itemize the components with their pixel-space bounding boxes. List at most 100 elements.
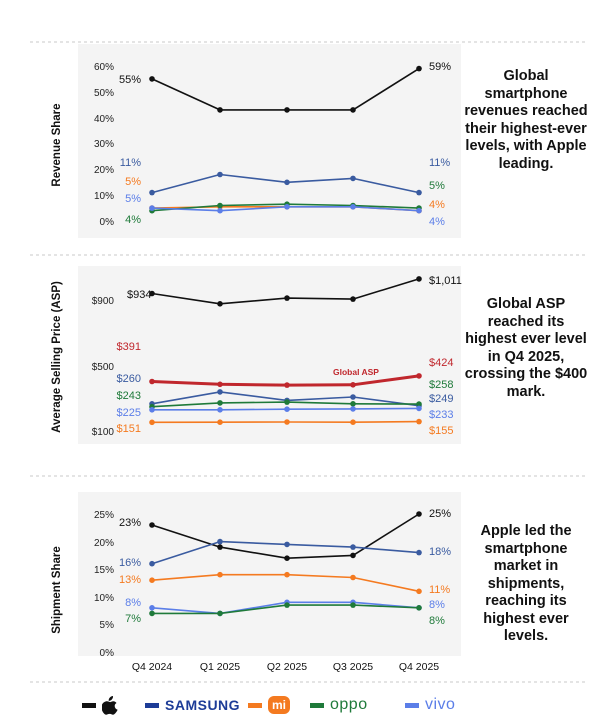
asp-data-point-vivo xyxy=(217,407,223,413)
shipment-data-point-oppo xyxy=(350,602,356,608)
shipment-data-point-apple xyxy=(350,552,356,559)
shipment-data-point-xiaomi xyxy=(217,571,223,578)
shipment-y-tick-label: 10% xyxy=(94,593,114,604)
asp-data-point-samsung xyxy=(350,394,356,400)
legend-swatch-oppo xyxy=(310,702,324,708)
revenue-end-label-xiaomi: 4% xyxy=(429,199,445,211)
asp-data-point-apple xyxy=(217,301,223,307)
asp-end-label-samsung: $249 xyxy=(429,393,453,405)
revenue-y-tick-label: 30% xyxy=(94,139,114,150)
revenue-y-tick-label: 60% xyxy=(94,62,114,73)
legend-swatch-xiaomi xyxy=(248,702,262,708)
shipment-data-point-apple xyxy=(149,522,155,528)
shipment-start-label-xiaomi: 13% xyxy=(119,574,141,586)
shipment-start-label-vivo: 8% xyxy=(125,597,141,609)
revenue-data-point-vivo xyxy=(350,204,356,210)
shipment-data-point-vivo xyxy=(149,605,155,611)
shipment-data-point-xiaomi xyxy=(416,588,422,595)
shipment-data-point-xiaomi xyxy=(149,577,155,583)
revenue-data-point-oppo xyxy=(217,202,223,209)
shipment-data-point-samsung xyxy=(217,538,223,545)
apple-logo-icon xyxy=(102,695,118,715)
shipment-caption: Apple led the smartphone market in shipm… xyxy=(480,523,572,644)
shipment-data-point-xiaomi xyxy=(350,574,356,581)
asp-data-point-global-asp xyxy=(217,381,223,388)
asp-data-point-vivo xyxy=(350,406,356,412)
asp-start-label-oppo: $243 xyxy=(117,390,141,402)
xiaomi-logo-icon: mi xyxy=(268,696,290,714)
asp-data-point-global-asp xyxy=(350,382,356,388)
revenue-start-label-samsung: 11% xyxy=(120,157,141,169)
asp-data-point-xiaomi xyxy=(217,419,223,426)
asp-data-point-global-asp xyxy=(284,382,290,388)
shipment-end-label-oppo: 8% xyxy=(429,615,445,627)
x-tick-label: Q4 2025 xyxy=(399,661,439,673)
shipment-end-label-apple: 25% xyxy=(429,508,451,520)
shipment-y-tick-label: 5% xyxy=(100,620,115,631)
revenue-data-point-samsung xyxy=(217,171,223,178)
global-asp-series-name: Global ASP xyxy=(333,367,379,377)
x-tick-label: Q1 2025 xyxy=(200,661,240,673)
revenue-data-point-vivo xyxy=(217,207,223,214)
panel-bg-asp xyxy=(78,266,461,444)
revenue-data-point-samsung xyxy=(416,189,422,196)
asp-data-point-global-asp xyxy=(416,373,422,379)
asp-data-point-apple xyxy=(416,276,422,282)
shipment-start-label-apple: 23% xyxy=(119,517,141,529)
revenue-y-axis-label: Revenue Share xyxy=(51,103,63,186)
asp-data-point-xiaomi xyxy=(416,418,422,425)
revenue-end-label-oppo: 5% xyxy=(429,180,445,192)
shipment-data-point-apple xyxy=(217,544,223,550)
asp-data-point-vivo xyxy=(284,406,290,413)
revenue-y-tick-label: 50% xyxy=(94,88,114,99)
asp-data-point-xiaomi xyxy=(284,419,290,425)
shipment-data-point-oppo xyxy=(284,602,290,608)
revenue-data-point-apple xyxy=(350,107,356,113)
shipment-y-tick-label: 20% xyxy=(94,538,114,549)
legend-swatch-apple xyxy=(82,702,96,708)
revenue-data-point-apple xyxy=(284,107,290,113)
oppo-wordmark: oppo xyxy=(330,696,368,713)
revenue-start-label-vivo: 5% xyxy=(125,193,141,205)
revenue-data-point-vivo xyxy=(416,207,422,214)
shipment-end-label-vivo: 8% xyxy=(429,599,445,611)
asp-start-label-vivo: $225 xyxy=(117,407,141,419)
asp-data-point-apple xyxy=(149,290,155,297)
revenue-start-label-apple: 55% xyxy=(119,74,141,86)
asp-data-point-oppo xyxy=(284,399,290,405)
shipment-y-tick-label: 0% xyxy=(100,648,115,659)
legend: SAMSUNG mi oppo vivo xyxy=(0,688,600,722)
revenue-y-tick-label: 0% xyxy=(100,217,115,228)
asp-start-label-apple: $934 xyxy=(127,289,151,301)
asp-data-point-oppo xyxy=(416,401,422,407)
shipment-data-point-oppo xyxy=(416,605,422,611)
legend-item-samsung: SAMSUNG xyxy=(145,696,240,714)
revenue-start-label-xiaomi: 5% xyxy=(125,176,141,188)
shipment-data-point-samsung xyxy=(284,541,290,548)
revenue-data-point-apple xyxy=(416,65,422,72)
legend-item-vivo: vivo xyxy=(405,696,455,714)
shipment-y-axis-label: Shipment Share xyxy=(51,546,63,634)
asp-data-point-xiaomi xyxy=(149,419,155,426)
revenue-data-point-vivo xyxy=(284,204,290,210)
asp-y-tick-label: $100 xyxy=(92,427,115,438)
asp-end-label-xiaomi: $155 xyxy=(429,425,453,437)
shipment-start-label-oppo: 7% xyxy=(125,613,141,625)
revenue-caption: Global smartphone revenues reached their… xyxy=(464,68,588,172)
legend-item-oppo: oppo xyxy=(310,696,368,714)
revenue-data-point-vivo xyxy=(149,205,155,211)
asp-start-label-xiaomi: $151 xyxy=(117,423,141,435)
shipment-y-tick-label: 15% xyxy=(94,565,114,576)
revenue-y-tick-label: 20% xyxy=(94,165,114,176)
shipment-end-label-samsung: 18% xyxy=(429,546,451,558)
x-tick-label: Q4 2024 xyxy=(132,661,172,673)
asp-y-tick-label: $900 xyxy=(92,296,115,307)
shipment-data-point-oppo xyxy=(217,610,223,617)
shipment-data-point-xiaomi xyxy=(284,571,290,578)
asp-data-point-vivo xyxy=(416,405,422,412)
samsung-wordmark: SAMSUNG xyxy=(165,697,241,713)
shipment-data-point-samsung xyxy=(416,549,422,556)
asp-start-label-global-asp: $391 xyxy=(117,341,141,353)
legend-swatch-samsung xyxy=(145,702,159,708)
